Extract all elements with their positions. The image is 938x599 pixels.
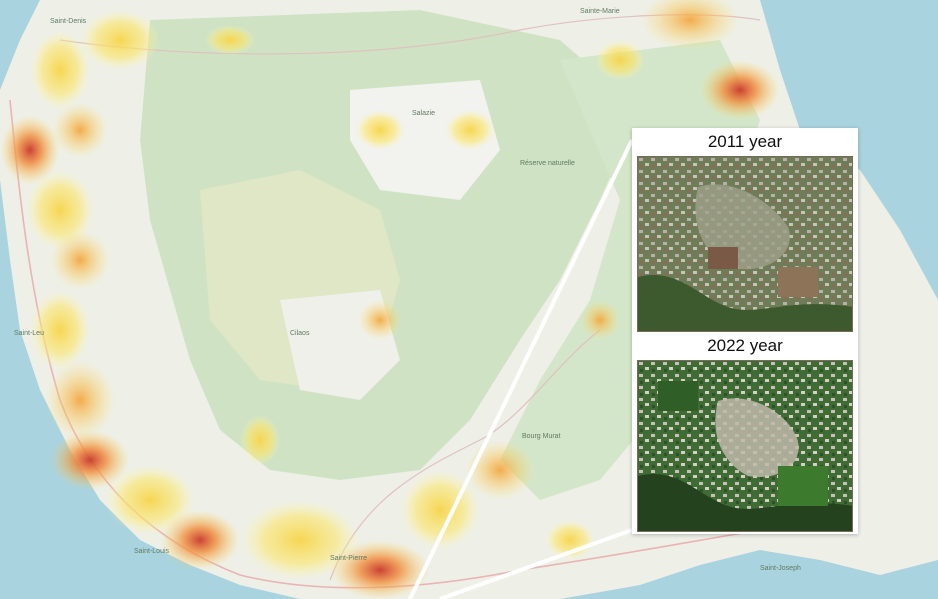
place-label[interactable]: Saint-Louis bbox=[134, 548, 170, 555]
place-label[interactable]: Cilaos bbox=[290, 330, 310, 337]
place-label[interactable]: Saint-Leu bbox=[14, 330, 44, 337]
place-label[interactable]: Salazie bbox=[412, 110, 435, 117]
place-label[interactable]: Bourg Murat bbox=[522, 433, 561, 440]
coastal-road bbox=[9, 99, 761, 589]
heatmap-layer bbox=[0, 0, 780, 599]
place-label[interactable]: Saint-Pierre bbox=[330, 555, 367, 562]
urban-patch bbox=[350, 80, 500, 200]
place-label[interactable]: Réserve naturelle bbox=[520, 160, 575, 167]
place-label[interactable]: Sainte-Marie bbox=[580, 8, 620, 15]
callout-lines bbox=[408, 139, 634, 599]
inset-label-2011: 2011 year bbox=[707, 132, 783, 151]
satellite-inset: 2011 year 2022 year bbox=[632, 128, 858, 534]
satellite-photo-2011 bbox=[637, 156, 853, 332]
inset-label-2022: 2022 year bbox=[707, 336, 783, 355]
satellite-photo-2022 bbox=[637, 360, 853, 532]
road-inland bbox=[329, 329, 601, 581]
place-label[interactable]: Saint-Denis bbox=[50, 18, 87, 25]
place-label[interactable]: Saint-Joseph bbox=[760, 565, 801, 572]
